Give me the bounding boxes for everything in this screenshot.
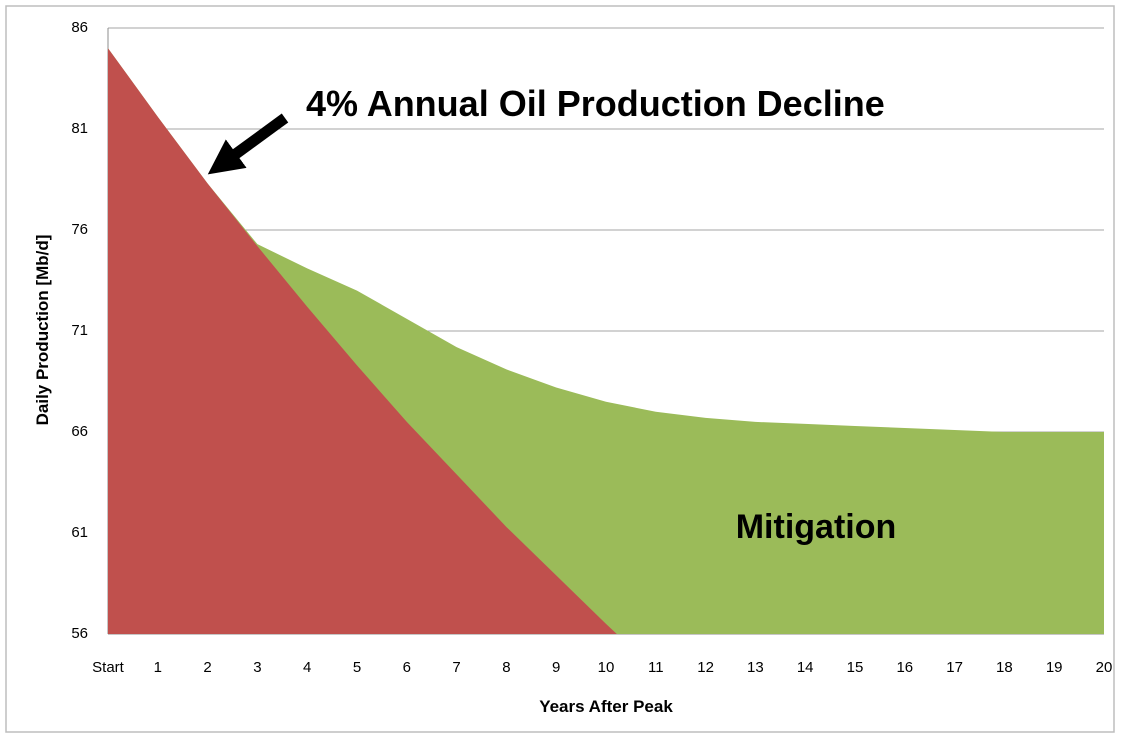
x-tick-label: 6 (403, 659, 411, 676)
y-tick-label: 71 (71, 322, 88, 339)
plot-area (108, 48, 1104, 634)
x-tick-label: 7 (452, 659, 460, 676)
x-tick-label: 15 (847, 659, 864, 676)
x-tick-label: 14 (797, 659, 814, 676)
x-tick-label: Start (92, 659, 125, 676)
x-tick-label: 2 (203, 659, 211, 676)
y-tick-label: 56 (71, 625, 88, 642)
area (108, 48, 656, 634)
x-tick-label: 4 (303, 659, 311, 676)
x-tick-label: 8 (502, 659, 510, 676)
y-tick-label: 66 (71, 423, 88, 440)
x-tick-label: 12 (697, 659, 714, 676)
arrow (207, 113, 289, 175)
y-tick-label: 61 (71, 524, 88, 541)
x-tick-label: 1 (154, 659, 162, 676)
x-tick-label: 10 (598, 659, 615, 676)
y-tick-label: 76 (71, 221, 88, 238)
x-tick-label: 3 (253, 659, 261, 676)
y-tick-label: 86 (71, 19, 88, 36)
y-axis-label: Daily Production [Mb/d] (33, 235, 52, 426)
x-tick-label: 18 (996, 659, 1013, 676)
x-tick-label: 16 (896, 659, 913, 676)
x-tick-label: 5 (353, 659, 361, 676)
annotation: Mitigation (736, 508, 897, 546)
x-tick-label: 20 (1096, 659, 1113, 676)
x-tick-label: 13 (747, 659, 764, 676)
x-tick-label: 17 (946, 659, 963, 676)
x-axis-label: Years After Peak (539, 697, 673, 716)
annotation: 4% Annual Oil Production Decline (306, 83, 885, 124)
x-tick-label: 11 (648, 659, 664, 676)
x-tick-label: 9 (552, 659, 560, 676)
y-tick-label: 81 (71, 120, 88, 137)
x-tick-label: 19 (1046, 659, 1063, 676)
